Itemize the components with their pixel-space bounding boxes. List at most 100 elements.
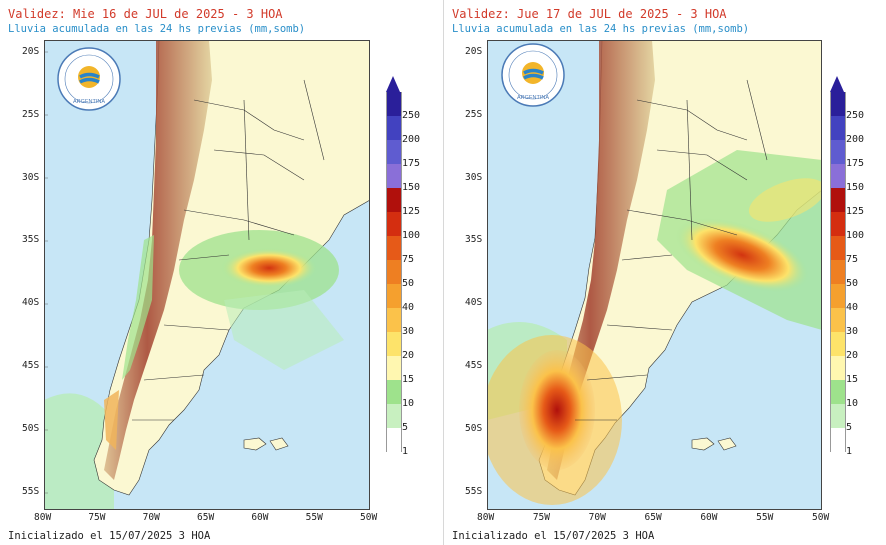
colorbar-segment [386, 284, 402, 308]
colorbar-segment [830, 404, 846, 428]
colorbar-segment [830, 260, 846, 284]
colorbar-label: 75 [402, 254, 415, 265]
latitude-label: 30S [465, 171, 483, 183]
longitude-label: 75W [532, 512, 550, 523]
colorbar-segment [830, 308, 846, 332]
colorbar-label: 50 [402, 278, 415, 289]
colorbar-segment [830, 284, 846, 308]
latitude-label: 25S [22, 108, 40, 120]
colorbar-label: 175 [402, 158, 421, 169]
colorbar-segment [386, 140, 402, 164]
latitude-label: 20S [465, 46, 483, 57]
colorbar-segment [386, 164, 402, 188]
colorbar-label: 125 [846, 206, 865, 217]
colorbar-label: 1 [846, 446, 853, 457]
colorbar-label: 200 [402, 134, 421, 145]
colorbar-segment [830, 380, 846, 404]
map-canvas [44, 40, 370, 510]
colorbar-segment [386, 260, 402, 284]
colorbar-label: 5 [846, 422, 853, 433]
colorbar-label: 125 [402, 206, 421, 217]
colorbar-label: 20 [402, 350, 415, 361]
latitude-label: 30S [22, 171, 40, 183]
latitude-label: 55S [465, 485, 483, 497]
latitude-label: 25S [465, 108, 483, 120]
latitude-label: 35S [465, 234, 483, 246]
longitude-label: 55W [305, 512, 323, 523]
longitude-label: 80W [477, 512, 495, 523]
latitude-label: 45S [22, 360, 40, 371]
colorbar-top-arrow [830, 76, 844, 92]
rainfall-map [44, 40, 370, 510]
init-time: Inicializado el 15/07/2025 3 HOA [8, 530, 211, 542]
colorbar-label: 40 [846, 302, 859, 313]
map-panel-right: Validez: Jue 17 de JUL de 2025 - 3 HOA L… [443, 0, 886, 545]
colorbar-label: 10 [402, 398, 415, 409]
colorbar-left: 1 5 10 15 20 30 40 50 75 100 125 150 175 200 250 [386, 76, 420, 482]
colorbar-label: 100 [846, 230, 865, 241]
logo-bottom-text: ARGENTINA [517, 95, 549, 101]
colorbar-segment [386, 356, 402, 380]
colorbar-label: 175 [846, 158, 865, 169]
colorbar-segment [386, 332, 402, 356]
colorbar-segment [386, 92, 402, 116]
validity-title: Validez: Mie 16 de JUL de 2025 - 3 HOA [8, 7, 283, 21]
colorbar-label: 100 [402, 230, 421, 241]
colorbar-label: 50 [846, 278, 859, 289]
longitude-label: 70W [588, 512, 606, 523]
colorbar-label: 150 [402, 182, 421, 193]
colorbar-label: 150 [846, 182, 865, 193]
colorbar-right: 1 5 10 15 20 30 40 50 75 100 125 150 175 200 250 [830, 76, 864, 482]
latitude-label: 45S [465, 360, 483, 371]
colorbar-segment [830, 188, 846, 212]
longitude-label: 50W [360, 512, 378, 523]
validity-title: Validez: Jue 17 de JUL de 2025 - 3 HOA [452, 7, 727, 21]
colorbar-segment [386, 188, 402, 212]
longitude-label: 75W [88, 512, 106, 523]
colorbar-label: 15 [402, 374, 415, 385]
logo-bottom-text: ARGENTINA [73, 99, 105, 105]
colorbar-top-arrow [386, 76, 400, 92]
colorbar-label: 5 [402, 422, 409, 433]
colorbar-segment [830, 116, 846, 140]
product-subtitle: Lluvia acumulada en las 24 hs previas (m… [452, 23, 750, 35]
longitude-label: 60W [700, 512, 718, 523]
latitude-label: 55S [22, 485, 40, 497]
colorbar-label: 250 [402, 110, 421, 121]
colorbar-segment [830, 428, 846, 452]
smn-logo: ARGENTINA [56, 46, 122, 116]
longitude-label: 80W [34, 512, 52, 523]
longitude-label: 65W [197, 512, 215, 523]
colorbar-label: 40 [402, 302, 415, 313]
latitude-label: 40S [465, 297, 483, 309]
colorbar-label: 75 [846, 254, 859, 265]
colorbar-segment [830, 236, 846, 260]
colorbar-segment [386, 236, 402, 260]
latitude-label: 50S [465, 422, 483, 434]
longitude-label: 55W [756, 512, 774, 523]
colorbar-segment [830, 332, 846, 356]
init-time: Inicializado el 15/07/2025 3 HOA [452, 530, 655, 542]
latitude-label: 35S [22, 234, 40, 246]
colorbar-segment [386, 428, 402, 452]
colorbar-segment [386, 404, 402, 428]
latitude-label: 40S [22, 297, 40, 309]
latitude-label: 50S [22, 422, 40, 434]
map-panel-left: Validez: Mie 16 de JUL de 2025 - 3 HOA L… [0, 0, 440, 545]
colorbar-segment [386, 380, 402, 404]
colorbar-segment [386, 308, 402, 332]
longitude-label: 70W [142, 512, 160, 523]
colorbar-segment [830, 164, 846, 188]
colorbar-label: 200 [846, 134, 865, 145]
longitude-label: 60W [251, 512, 269, 523]
smn-logo: ARGENTINA [500, 42, 566, 112]
colorbar-label: 30 [402, 326, 415, 337]
colorbar-segment [386, 212, 402, 236]
colorbar-label: 10 [846, 398, 859, 409]
colorbar-segment [830, 140, 846, 164]
rainfall-map [487, 40, 822, 510]
colorbar-label: 30 [846, 326, 859, 337]
longitude-label: 50W [812, 512, 830, 523]
colorbar-label: 1 [402, 446, 409, 457]
colorbar-label: 20 [846, 350, 859, 361]
